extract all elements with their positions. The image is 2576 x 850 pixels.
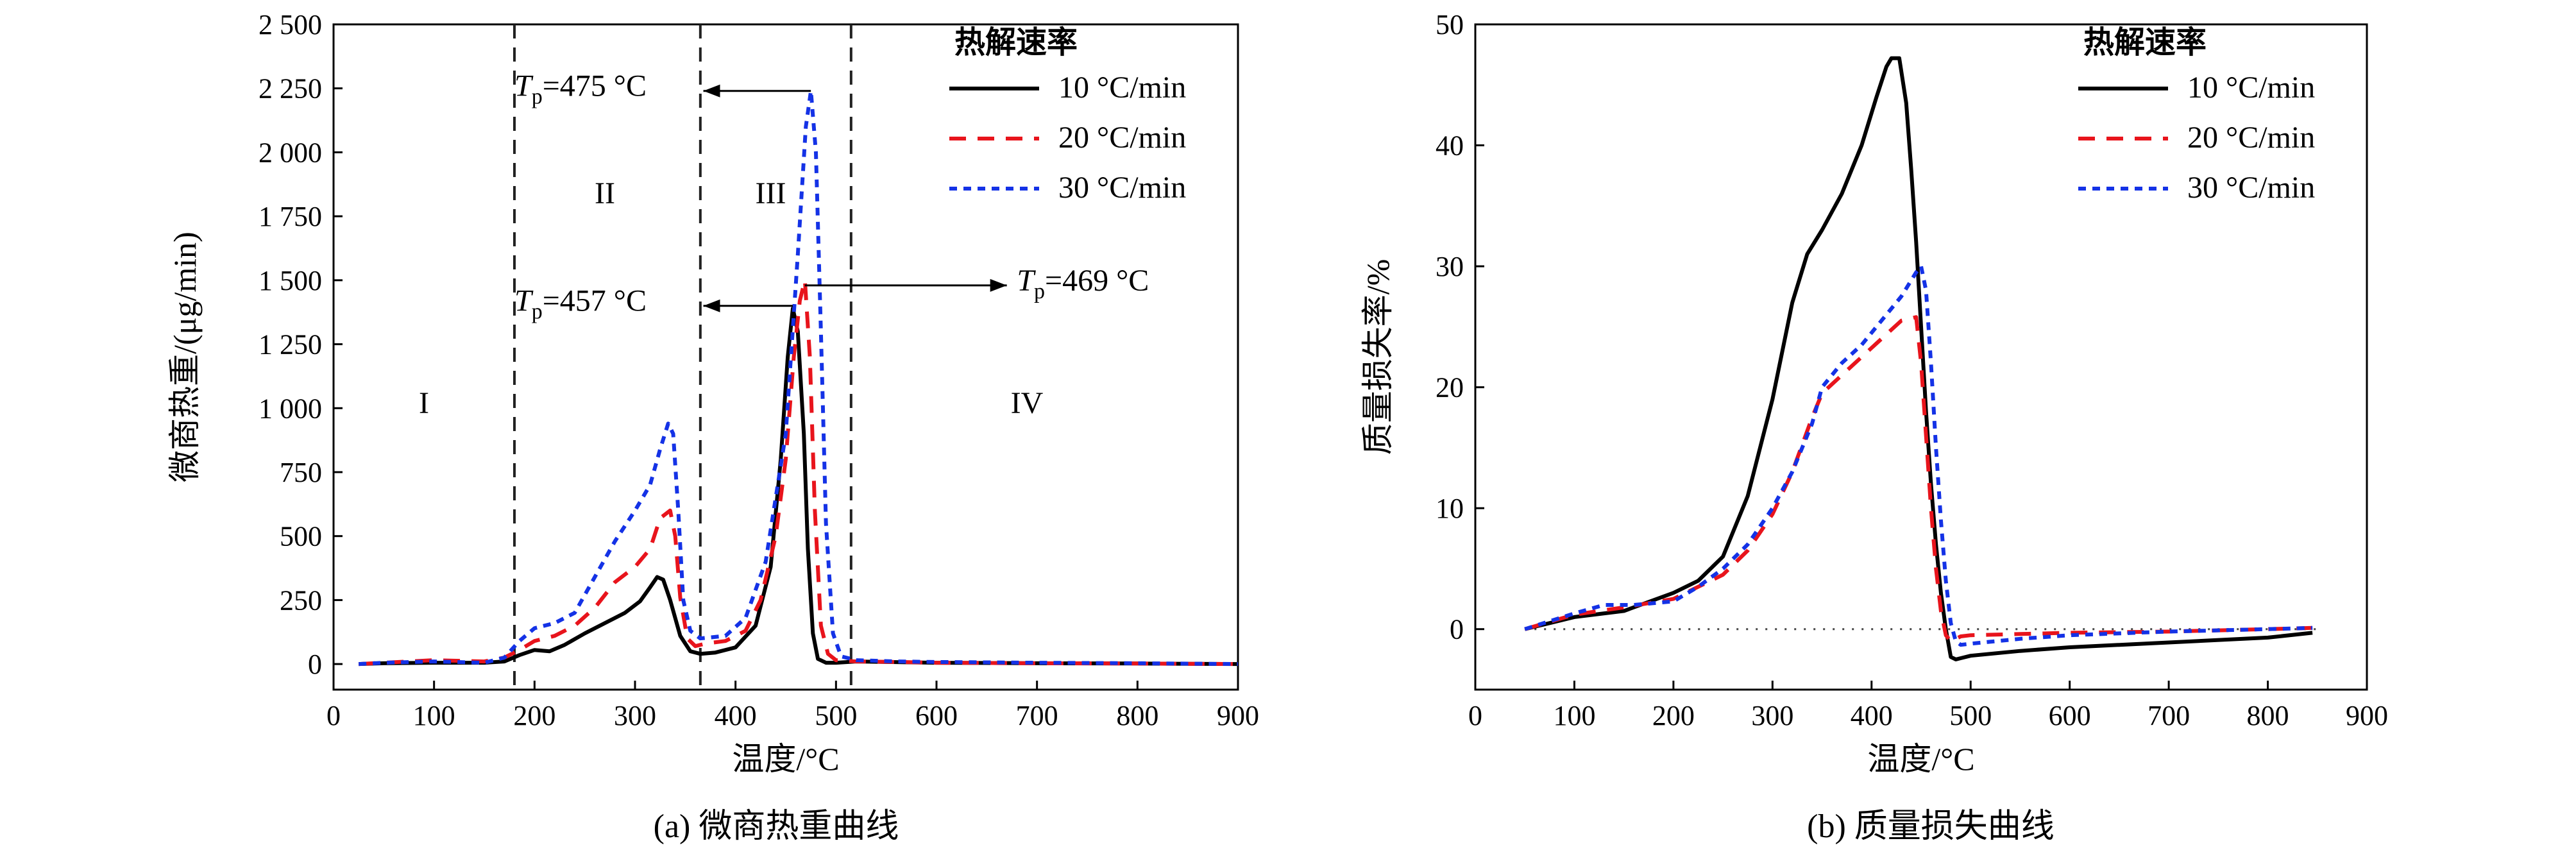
x-tick-label: 500: [1949, 700, 1992, 731]
legend-title: 热解速率: [954, 26, 1078, 60]
annotation-arrow-head: [703, 84, 720, 98]
legend-label-s20: 20 °C/min: [1058, 121, 1186, 155]
region-label: III: [756, 176, 786, 210]
series-line-s30: [1524, 264, 2313, 647]
annotation-subscript: p: [532, 85, 543, 109]
x-axis-label: 温度/°C: [732, 741, 839, 777]
x-tick-label: 600: [2049, 700, 2091, 731]
x-tick-label: 700: [1016, 700, 1058, 731]
annotation-subscript: p: [532, 300, 543, 324]
annotation-symbol: T: [514, 69, 534, 103]
legend-label-s30: 30 °C/min: [1058, 171, 1186, 205]
x-tick-label: 400: [1851, 700, 1893, 731]
x-tick-label: 500: [815, 700, 857, 731]
annotation-symbol: T: [514, 284, 534, 318]
y-tick-label: 40: [1436, 130, 1464, 162]
x-tick-label: 0: [1468, 700, 1482, 731]
region-label: I: [419, 386, 429, 420]
x-tick-label: 900: [2346, 700, 2388, 731]
y-tick-label: 10: [1436, 493, 1464, 524]
x-tick-label: 900: [1217, 700, 1259, 731]
y-tick-label: 1 250: [258, 329, 322, 361]
annotation-value: =469 °C: [1045, 264, 1149, 298]
legend-label-s30: 30 °C/min: [2187, 171, 2315, 205]
y-tick-label: 20: [1436, 372, 1464, 404]
legend-label-s10: 10 °C/min: [2187, 71, 2315, 105]
caption-a: (a) 微商热重曲线: [654, 808, 899, 845]
chart-b: 0 100 200 300 400 500 600 700 800 900 0 10 20 30 40 50 温…: [1360, 9, 2388, 777]
caption-b: (b) 质量损失曲线: [1807, 808, 2055, 845]
y-axis-label: 微商热重/(μg/min): [167, 232, 203, 482]
annotation-value: =457 °C: [543, 284, 647, 318]
x-tick-label: 200: [513, 700, 555, 731]
legend-title: 热解速率: [2083, 26, 2207, 60]
y-tick-label: 0: [1450, 614, 1464, 645]
y-tick-label: 2 500: [258, 9, 322, 40]
peak-annotation: Tp=457 °C: [514, 284, 647, 324]
y-tick-label: 1 750: [258, 201, 322, 232]
y-tick-label: 50: [1436, 9, 1464, 40]
x-tick-label: 100: [1553, 700, 1595, 731]
series-line-s10: [359, 306, 1239, 667]
x-tick-label: 800: [1116, 700, 1158, 731]
y-tick-label: 30: [1436, 251, 1464, 282]
plot-frame: [1474, 23, 2368, 691]
y-tick-label: 0: [308, 649, 322, 680]
y-tick-label: 250: [280, 584, 322, 616]
chart-a: 0 100 200 300 400 500 600 700 800 900 0 250 500 750 1 …: [167, 9, 1259, 777]
x-tick-label: 300: [1751, 700, 1793, 731]
peak-annotation: Tp=469 °C: [1017, 264, 1149, 303]
annotation-symbol: T: [1017, 264, 1036, 298]
y-tick-label: 1 000: [258, 393, 322, 424]
x-tick-label: 300: [614, 700, 656, 731]
legend-label-s10: 10 °C/min: [1058, 71, 1186, 105]
annotation-arrow-head: [703, 299, 720, 312]
x-tick-label: 200: [1652, 700, 1695, 731]
x-tick-label: 600: [915, 700, 958, 731]
x-tick-label: 800: [2247, 700, 2289, 731]
legend-label-s20: 20 °C/min: [2187, 121, 2315, 155]
y-axis-label: 质量损失率/%: [1360, 259, 1396, 455]
x-tick-label: 100: [413, 700, 455, 731]
annotation-value: =475 °C: [543, 69, 647, 103]
series-line-s20: [359, 278, 1239, 667]
y-tick-label: 2 000: [258, 137, 322, 168]
legend: 热解速率 10 °C/min 20 °C/min 30 °C/min: [2078, 26, 2315, 205]
region-label: II: [595, 176, 615, 210]
legend: 热解速率 10 °C/min 20 °C/min 30 °C/min: [949, 26, 1186, 205]
plot-frame: [332, 23, 1239, 691]
series-line-s20: [1524, 315, 2313, 643]
x-axis-label: 温度/°C: [1867, 741, 1974, 777]
y-tick-label: 2 250: [258, 73, 322, 105]
annotation-subscript: p: [1034, 280, 1045, 303]
x-tick-label: 0: [326, 700, 341, 731]
peak-annotation: Tp=475 °C: [514, 69, 647, 109]
x-tick-label: 700: [2148, 700, 2190, 731]
region-label: IV: [1011, 386, 1044, 420]
series-line-s10: [1524, 56, 2313, 661]
y-tick-label: 500: [280, 521, 322, 552]
y-tick-label: 1 500: [258, 265, 322, 296]
annotation-arrow-head: [990, 278, 1007, 292]
y-tick-label: 750: [280, 457, 322, 488]
x-tick-label: 400: [715, 700, 757, 731]
